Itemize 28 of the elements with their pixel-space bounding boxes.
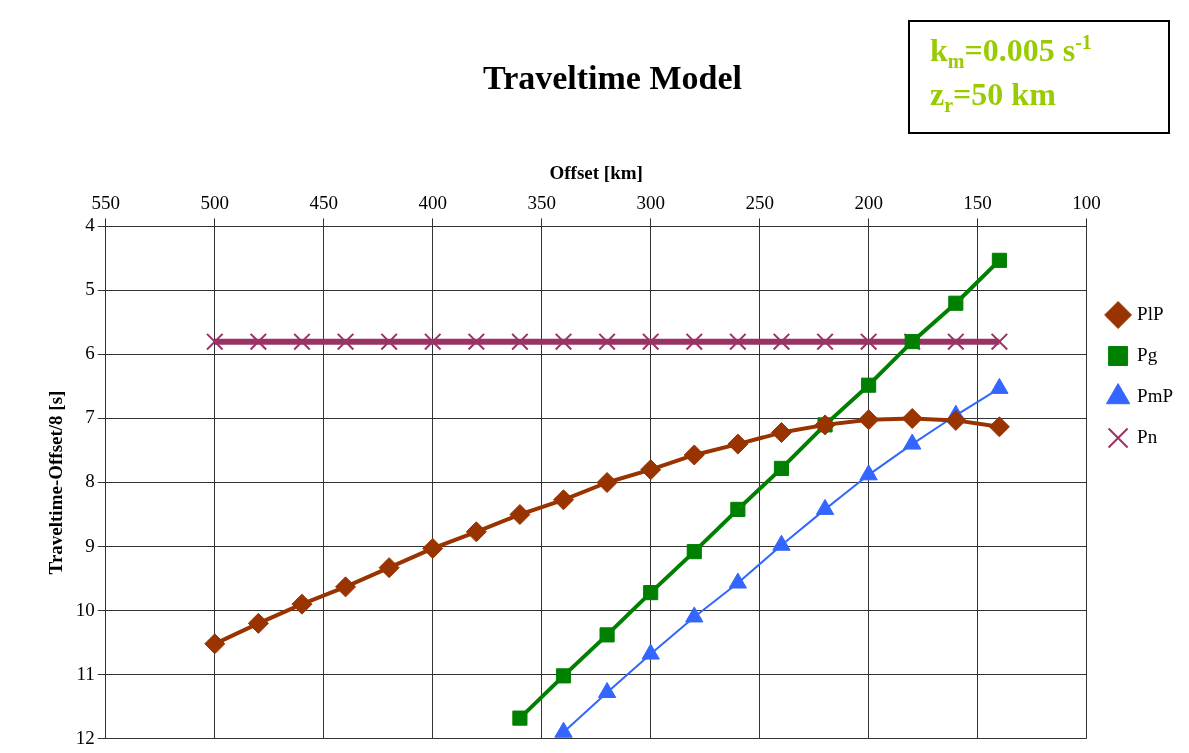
y-tick-label: 9 — [85, 534, 95, 556]
x-tick-label: 100 — [1072, 191, 1101, 213]
y-tick-label: 8 — [85, 470, 95, 492]
x-tick-label: 250 — [745, 191, 774, 213]
x-tick-label: 150 — [963, 191, 992, 213]
y-tick-label: 4 — [85, 214, 96, 236]
x-axis-title: Offset [km] — [549, 162, 643, 184]
x-tick-label: 350 — [527, 191, 556, 213]
text: k$_{m}$=0.005 s$^{-1}$ — [930, 30, 1093, 73]
x-tick-label: 450 — [309, 191, 338, 213]
x-tick-label: 550 — [91, 191, 121, 213]
y-tick-label: 5 — [85, 278, 95, 300]
legend-label: Pn — [1137, 425, 1158, 447]
y-tick-label: 12 — [75, 726, 95, 748]
y-tick-label: 10 — [75, 598, 95, 620]
y-tick-label: 7 — [85, 406, 95, 428]
chart-title: Traveltime Model — [482, 59, 743, 97]
y-axis-title: Traveltime-Offset/8 [s] — [45, 390, 67, 575]
y-tick-label: 11 — [76, 662, 95, 684]
x-tick-label: 400 — [418, 191, 447, 213]
y-tick-label: 6 — [85, 342, 95, 364]
legend-label: PmP — [1137, 384, 1174, 406]
text: z$_{r}$=50 km — [930, 75, 1057, 117]
x-tick-label: 500 — [200, 191, 230, 213]
legend-label: Pg — [1137, 343, 1158, 365]
legend-label: PlP — [1137, 302, 1164, 324]
x-tick-label: 300 — [636, 191, 665, 213]
x-tick-label: 200 — [854, 191, 883, 213]
